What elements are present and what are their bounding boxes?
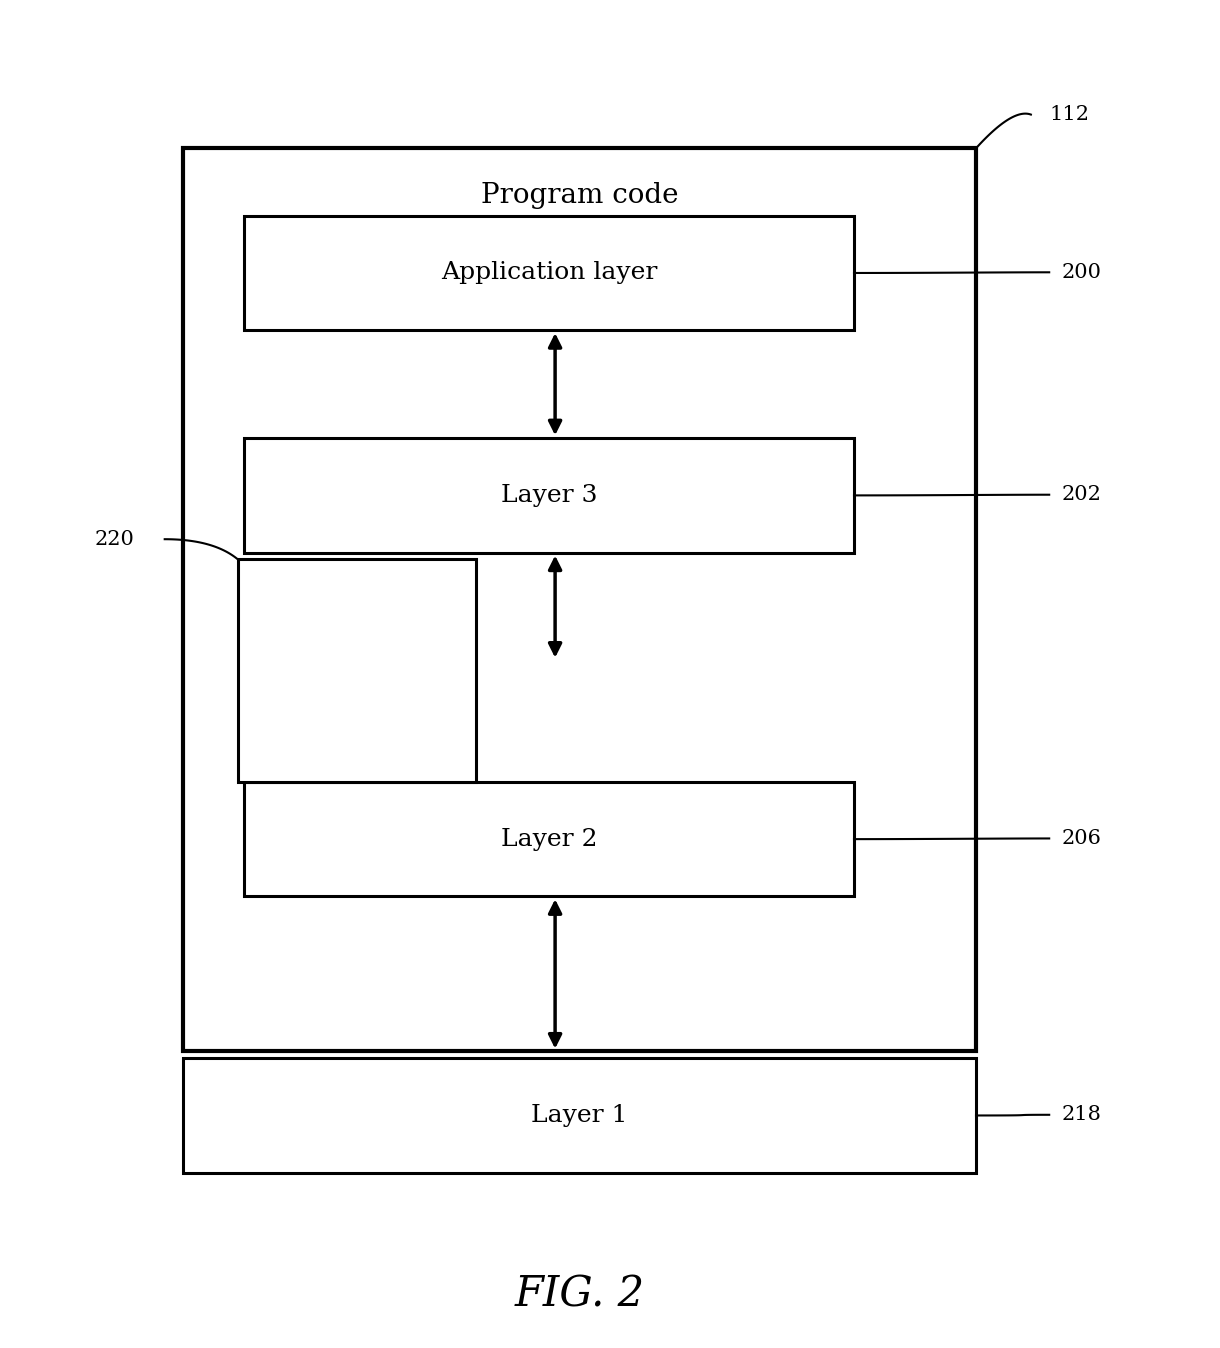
Text: Program code: Program code bbox=[481, 182, 678, 209]
Bar bbox=[244, 438, 854, 553]
Bar bbox=[244, 216, 854, 330]
Bar bbox=[183, 1058, 976, 1173]
Text: 112: 112 bbox=[1049, 105, 1089, 124]
Bar bbox=[244, 782, 854, 896]
Text: 218: 218 bbox=[1061, 1105, 1102, 1124]
Text: program code: program code bbox=[278, 729, 436, 752]
Text: Layer 1: Layer 1 bbox=[532, 1104, 627, 1127]
Bar bbox=[238, 559, 476, 782]
Text: Layer 2: Layer 2 bbox=[500, 828, 598, 851]
Text: FIG. 2: FIG. 2 bbox=[515, 1273, 644, 1316]
Bar bbox=[183, 148, 976, 1051]
Text: MIMO UL: MIMO UL bbox=[300, 589, 414, 612]
Text: 206: 206 bbox=[1061, 829, 1102, 848]
Text: Application layer: Application layer bbox=[440, 262, 658, 284]
Text: transmission: transmission bbox=[284, 659, 429, 682]
Text: Layer 3: Layer 3 bbox=[500, 484, 598, 507]
Text: 220: 220 bbox=[94, 530, 134, 549]
Text: 200: 200 bbox=[1061, 263, 1102, 282]
Text: 202: 202 bbox=[1061, 485, 1102, 504]
